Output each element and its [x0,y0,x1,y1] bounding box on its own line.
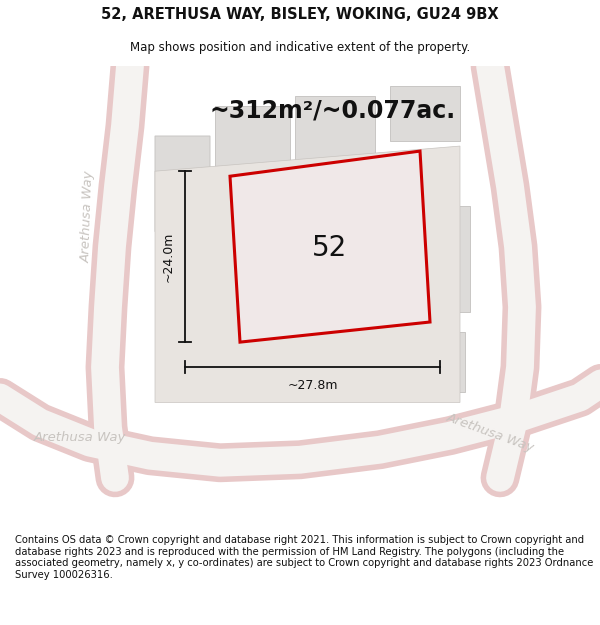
Polygon shape [295,96,375,166]
Text: Arethusa Way: Arethusa Way [80,170,96,263]
Polygon shape [235,337,360,398]
Text: ~27.8m: ~27.8m [287,379,338,392]
Text: Contains OS data © Crown copyright and database right 2021. This information is : Contains OS data © Crown copyright and d… [15,535,593,580]
Text: ~24.0m: ~24.0m [162,231,175,282]
Polygon shape [405,332,465,392]
Text: 52, ARETHUSA WAY, BISLEY, WOKING, GU24 9BX: 52, ARETHUSA WAY, BISLEY, WOKING, GU24 9… [101,7,499,22]
Polygon shape [410,206,470,312]
Polygon shape [215,106,290,186]
Text: Arethusa Way: Arethusa Way [445,411,536,454]
Polygon shape [390,86,460,141]
Text: 52: 52 [313,234,347,262]
Text: Arethusa Way: Arethusa Way [34,431,126,444]
Polygon shape [155,136,210,236]
Text: ~312m²/~0.077ac.: ~312m²/~0.077ac. [210,99,456,123]
Polygon shape [230,151,430,342]
Text: Map shows position and indicative extent of the property.: Map shows position and indicative extent… [130,41,470,54]
Polygon shape [155,146,460,402]
